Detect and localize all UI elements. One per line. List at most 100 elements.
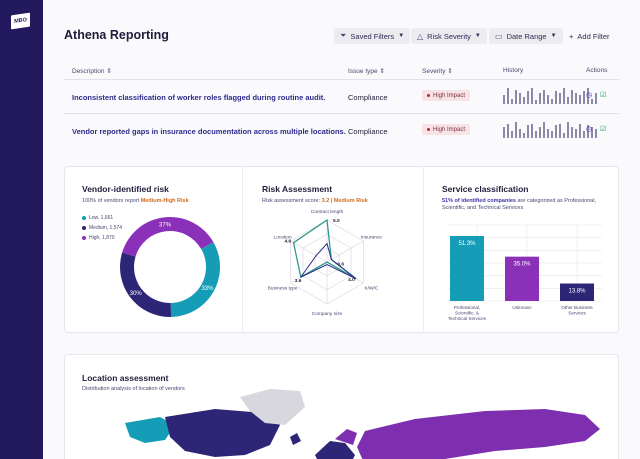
sparkline-bar <box>503 127 505 138</box>
sparkline-bar <box>531 87 533 104</box>
page-title: Athena Reporting <box>64 28 169 42</box>
sparkline-bar <box>579 123 581 138</box>
radar-point-label: 4.6 <box>285 239 292 245</box>
filter-icon: ⏷ <box>340 31 347 40</box>
clock-icon[interactable]: ◷ <box>586 92 593 99</box>
sparkline-bar <box>583 130 585 138</box>
sparkline-bar <box>555 91 557 104</box>
radar-axis <box>290 240 328 263</box>
risk-assessment-title: Risk Assessment <box>262 184 333 194</box>
bar-0[interactable] <box>450 236 484 301</box>
sparkline-bar <box>587 87 589 104</box>
severity-badge: High Impact <box>422 124 471 135</box>
location-assessment-title: Location assessment <box>82 373 169 383</box>
radar-axis-label: Insurance <box>361 234 382 240</box>
map-region-europe[interactable] <box>315 441 355 459</box>
donut-slice-0[interactable] <box>170 242 220 317</box>
issue-description-link[interactable]: Vendor reported gaps in insurance docume… <box>72 127 346 136</box>
sparkline-bar <box>567 96 569 104</box>
column-header-actions: Actions <box>586 67 608 74</box>
sparkline-bar <box>531 123 533 138</box>
service-classification-bar-chart: 51.3% Professional,Scientific, &Technical… <box>447 224 602 321</box>
risk-severity-button[interactable]: △ Risk Severity ▼ <box>411 28 487 44</box>
clock-icon[interactable]: ◷ <box>586 126 593 133</box>
radar-axis-label: Business type <box>268 286 298 292</box>
calendar-icon: ▭ <box>495 31 503 41</box>
map-region-russia[interactable] <box>357 409 600 459</box>
vendor-risk-title: Vendor-identified risk <box>82 184 169 194</box>
donut-slice-1[interactable] <box>119 252 172 317</box>
sparkline-bar <box>543 89 545 104</box>
sparkline-bar <box>511 130 513 138</box>
donut-slice-label: 37% <box>159 222 172 228</box>
add-filter-button[interactable]: + Add Filter <box>569 28 610 44</box>
radar-series-inner[interactable] <box>300 242 357 280</box>
history-sparkline <box>503 86 597 104</box>
sparkline-bar <box>515 89 517 104</box>
chevron-down-icon: ▼ <box>398 33 405 39</box>
sparkline-bar <box>563 87 565 104</box>
sparkline-bar <box>539 127 541 138</box>
bar-category-label: Technical Services <box>448 316 487 321</box>
service-classification-subtitle: 51% of identified companies are categori… <box>442 198 597 211</box>
issue-description-link[interactable]: Inconsistent classification of worker ro… <box>72 93 326 102</box>
add-filter-label: Add Filter <box>577 31 610 41</box>
sparkline-bar <box>567 121 569 138</box>
radar-axis-label: Contract length <box>311 209 344 215</box>
sparkline-bar <box>575 93 577 104</box>
bar-value-label: 13.8% <box>568 289 586 295</box>
sparkline-bar <box>535 130 537 138</box>
sparkline-bar <box>507 123 509 138</box>
sparkline-bar <box>519 93 521 104</box>
brand-logo[interactable]: MBO <box>11 12 30 30</box>
bar-value-label: 35.0% <box>513 262 531 268</box>
sparkline-bar <box>527 125 529 138</box>
legend-item-low: Low, 1,661 <box>82 215 113 221</box>
check-square-icon[interactable]: ☑ <box>600 126 607 133</box>
check-square-icon[interactable]: ☑ <box>600 92 607 99</box>
map-region-iceland[interactable] <box>290 433 301 445</box>
map-region-canada[interactable] <box>165 409 280 457</box>
sparkline-bar <box>559 123 561 138</box>
bar-category-label: Other Business <box>561 305 593 310</box>
sparkline-bar <box>575 129 577 138</box>
world-map[interactable] <box>65 385 619 459</box>
history-sparkline <box>503 120 597 138</box>
bar-category-label: Unknown <box>512 305 532 310</box>
radar-axis <box>326 240 364 263</box>
saved-filters-label: Saved Filters <box>350 31 395 41</box>
chevron-down-icon: ▼ <box>474 33 481 39</box>
main-content: Athena Reporting ⏷ Saved Filters ▼ △ Ris… <box>43 0 640 459</box>
map-region-greenland[interactable] <box>240 389 305 425</box>
sparkline-bar <box>523 96 525 104</box>
sparkline-bar <box>551 130 553 138</box>
sparkline-bar <box>583 91 585 104</box>
saved-filters-button[interactable]: ⏷ Saved Filters ▼ <box>334 28 411 44</box>
bar-1[interactable] <box>505 256 539 301</box>
sparkline-bar <box>543 121 545 138</box>
sparkline-bar <box>587 125 589 138</box>
radar-axis-label: Company size <box>312 311 343 317</box>
bar-value-label: 51.3% <box>458 241 476 247</box>
sparkline-bar <box>507 87 509 104</box>
column-header-description[interactable]: Description ⇕ <box>72 68 112 75</box>
vendor-risk-subtitle: 100% of vendors report Medium-High Risk <box>82 198 189 204</box>
map-region-alaska[interactable] <box>125 417 175 443</box>
column-header-severity[interactable]: Severity ⇕ <box>422 68 453 75</box>
column-header-issue-type[interactable]: Issue type ⇕ <box>348 68 385 75</box>
divider <box>423 167 424 332</box>
plus-icon: + <box>569 31 574 41</box>
date-range-label: Date Range <box>506 31 547 41</box>
donut-slice-2[interactable] <box>122 217 214 257</box>
date-range-button[interactable]: ▭ Date Range ▼ <box>489 28 563 44</box>
sparkline-bar <box>571 127 573 138</box>
risk-assessment-subtitle: Risk assessment score: 3.2 | Medium Risk <box>262 198 368 204</box>
bar-2[interactable] <box>560 283 594 301</box>
radar-point-label: 3.6 <box>295 278 302 284</box>
divider <box>64 79 619 80</box>
location-assessment-card: Location assessment Distribution analysi… <box>64 354 619 459</box>
map-region-scandinavia[interactable] <box>335 429 357 445</box>
sparkline-bar <box>515 121 517 138</box>
sparkline-bar <box>591 98 593 104</box>
sparkline-bar <box>535 100 537 104</box>
